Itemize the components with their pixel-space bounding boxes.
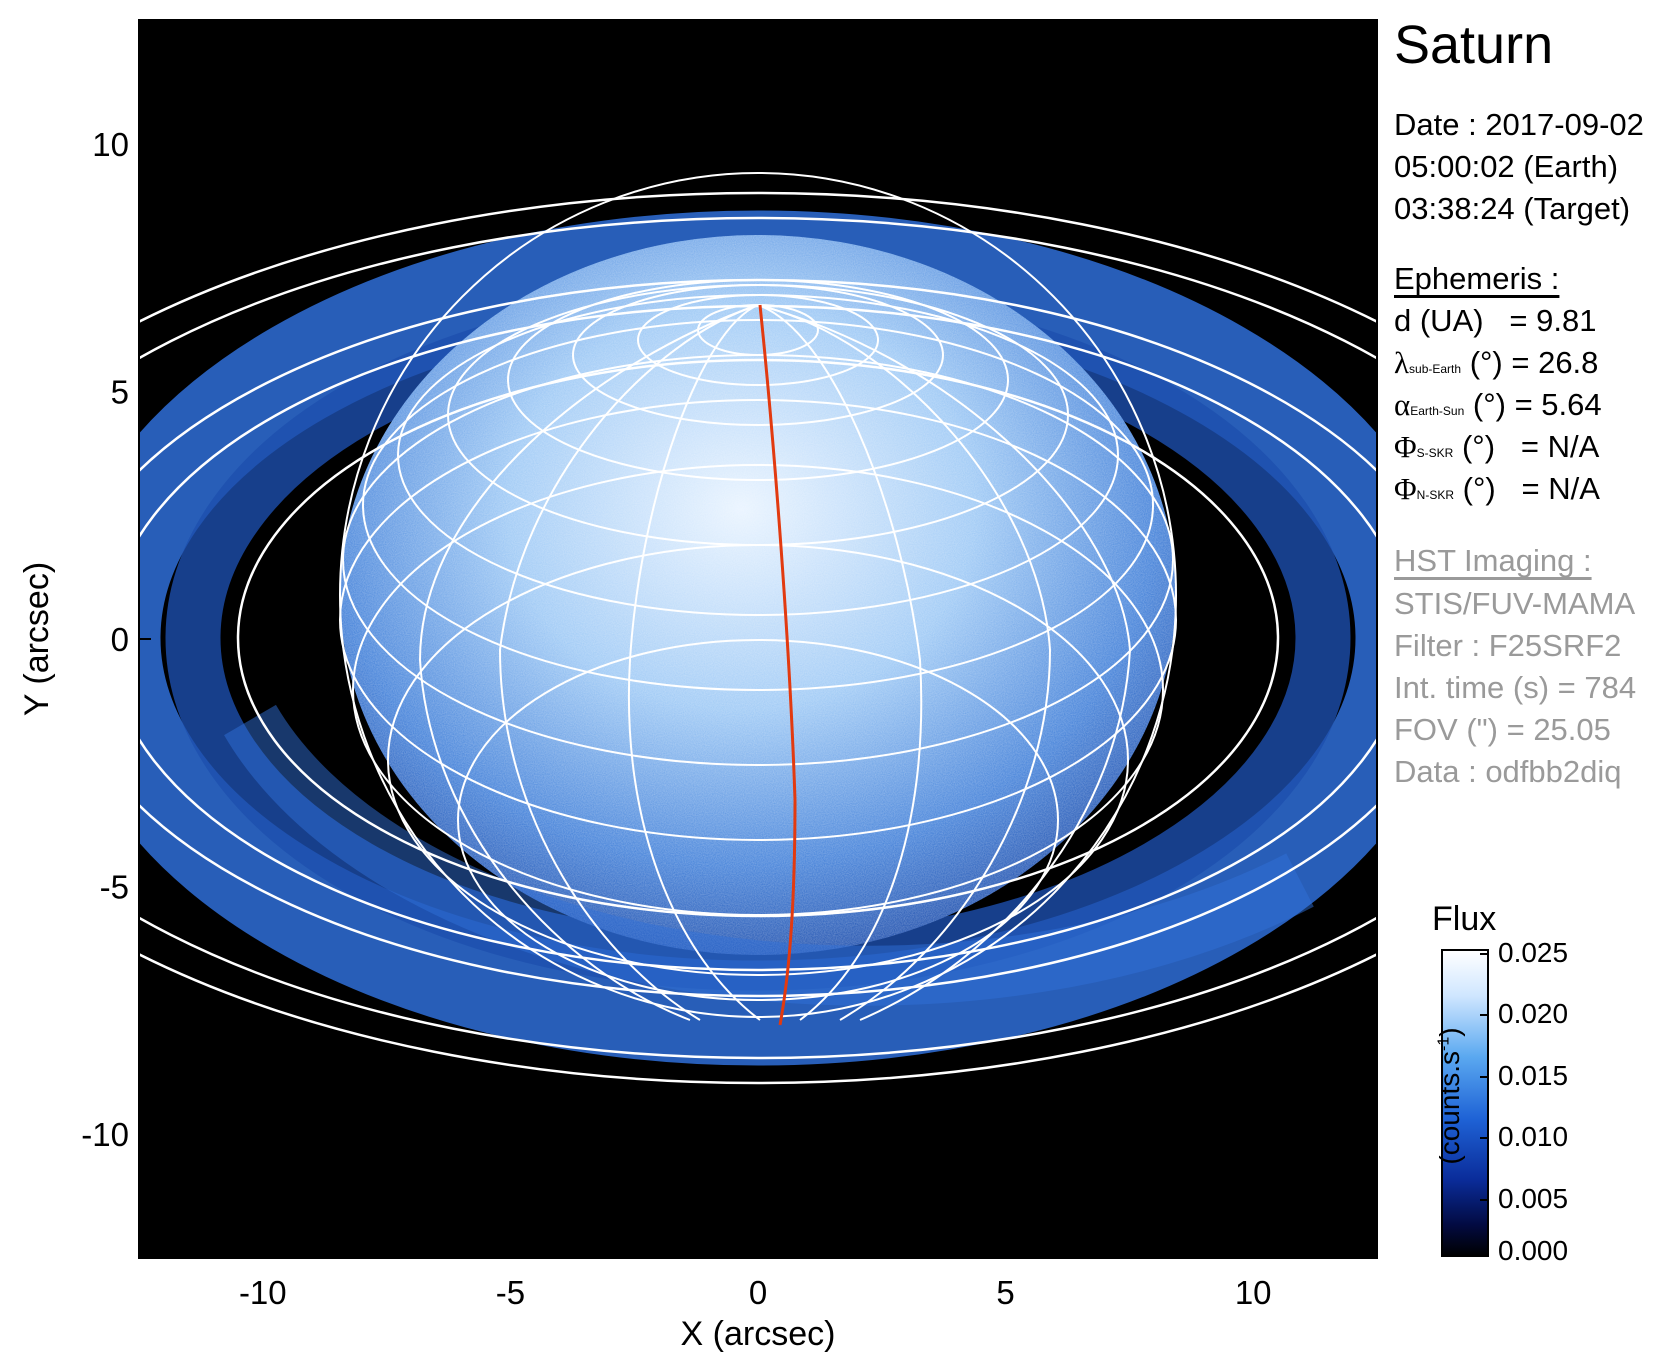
x-tick-label: 0 — [749, 1274, 767, 1311]
target-time-line: 03:38:24 (Target) — [1394, 191, 1631, 226]
x-tick-label: 5 — [996, 1274, 1014, 1311]
hst-int-time: Int. time (s) = 784 — [1394, 670, 1637, 705]
date-line: Date : 2017-09-02 — [1394, 107, 1644, 142]
colorbar — [1441, 949, 1489, 1257]
y-tick-label: -5 — [100, 869, 129, 906]
phi-s-subscript: S-SKR — [1416, 446, 1454, 460]
ephemeris-lambda: λsub-Earth (°) = 26.8 — [1394, 342, 1598, 390]
x-axis-title: X (arcsec) — [681, 1315, 836, 1353]
distance-value: = 9.81 — [1509, 303, 1597, 338]
y-axis-title: Y (arcsec) — [18, 562, 56, 716]
phi-n-subscript: N-SKR — [1416, 488, 1455, 502]
phi-n-symbol: Φ — [1394, 471, 1417, 506]
colorbar-units: (counts.s-1) — [1434, 996, 1466, 1196]
central-meridian — [758, 304, 797, 1026]
lambda-unit: (°) — [1469, 345, 1503, 380]
colorbar-units-exponent: -1 — [1435, 1036, 1453, 1051]
alpha-subscript: Earth-Sun — [1410, 404, 1465, 418]
x-axis-ticks: -10 -5 0 5 10 — [239, 1246, 1272, 1311]
ephemeris-alpha: αEarth-Sun (°) = 5.64 — [1394, 384, 1602, 432]
hst-data-id: Data : odfbb2diq — [1394, 754, 1622, 789]
colorbar-ticks — [1480, 953, 1488, 1257]
phi-s-symbol: Φ — [1394, 429, 1417, 464]
ephemeris-phi-n: ΦN-SKR (°) = N/A — [1394, 468, 1600, 516]
y-tick-label: 10 — [92, 126, 129, 163]
colorbar-units-main: (counts.s — [1434, 1050, 1465, 1165]
colorbar-tick-label: 0.000 — [1498, 1235, 1569, 1266]
ring-front — [224, 704, 1314, 1006]
lambda-subscript: sub-Earth — [1409, 362, 1462, 376]
alpha-unit: (°) — [1472, 387, 1506, 422]
colorbar-tick-label: 0.010 — [1498, 1121, 1569, 1152]
x-tick-label: -5 — [496, 1274, 525, 1311]
colorbar-tick-label: 0.025 — [1498, 937, 1569, 968]
colorbar-tick-label: 0.005 — [1498, 1183, 1569, 1214]
y-tick-label: -10 — [81, 1116, 129, 1153]
y-tick-label: 5 — [111, 373, 129, 410]
distance-label: d (UA) — [1394, 303, 1484, 338]
planet-grid — [339, 172, 1177, 1021]
colorbar-title: Flux — [1432, 900, 1497, 938]
colorbar-tick-label: 0.020 — [1498, 998, 1569, 1029]
hst-instrument: STIS/FUV-MAMA — [1394, 586, 1636, 621]
y-tick-label: 0 — [111, 621, 129, 658]
phi-s-value: = N/A — [1520, 429, 1600, 464]
lambda-symbol: λ — [1394, 345, 1410, 380]
earth-time-line: 05:00:02 (Earth) — [1394, 149, 1619, 184]
planet-disk-texture — [340, 235, 1176, 955]
phi-s-unit: (°) — [1461, 429, 1496, 464]
colorbar-tick-label: 0.015 — [1498, 1060, 1569, 1091]
hst-fov: FOV (") = 25.05 — [1394, 712, 1611, 747]
x-tick-label: 10 — [1235, 1274, 1272, 1311]
ephemeris-phi-s: ΦS-SKR (°) = N/A — [1394, 426, 1599, 474]
hst-filter: Filter : F25SRF2 — [1394, 628, 1622, 663]
lambda-value: = 26.8 — [1511, 345, 1599, 380]
ephemeris-header: Ephemeris : — [1394, 261, 1560, 296]
hst-header: HST Imaging : — [1394, 543, 1592, 578]
colorbar-units-close: ) — [1434, 1027, 1465, 1037]
phi-n-unit: (°) — [1462, 471, 1496, 506]
planet-title: Saturn — [1394, 15, 1554, 75]
alpha-symbol: α — [1394, 387, 1411, 422]
phi-n-value: = N/A — [1521, 471, 1600, 506]
ephemeris-distance: d (UA) = 9.81 — [1394, 300, 1596, 342]
alpha-value: = 5.64 — [1514, 387, 1602, 422]
y-axis-ticks: 10 5 0 -5 -10 — [81, 126, 151, 1153]
x-tick-label: -10 — [239, 1274, 287, 1311]
